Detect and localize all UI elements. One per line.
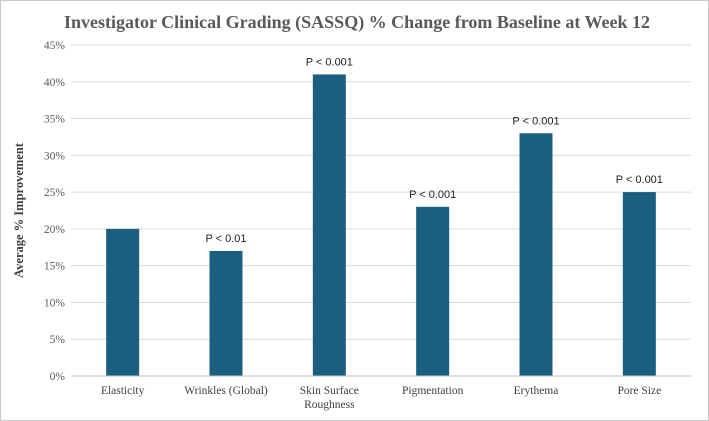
y-tick-label: 25%	[44, 187, 66, 199]
p-value-label: P < 0.001	[306, 56, 353, 68]
bars	[106, 74, 656, 376]
y-tick-label: 5%	[50, 334, 66, 346]
p-value-label: P < 0.001	[616, 174, 663, 186]
gridlines	[71, 44, 691, 340]
y-axis-label: Average % Improvement	[12, 142, 26, 278]
y-tick-label: 35%	[44, 114, 66, 126]
x-tick-label: Pigmentation	[402, 385, 464, 397]
p-value-annotations: P < 0.01 P < 0.001 P < 0.001 P < 0.001 P < 0…	[205, 56, 662, 245]
y-tick-label: 10%	[44, 297, 66, 309]
y-tick-label: 40%	[44, 77, 66, 89]
bar	[312, 74, 346, 376]
x-tick-label: Wrinkles (Global)	[184, 385, 268, 397]
y-tick-label: 15%	[44, 261, 66, 273]
x-tick-label: Elasticity	[101, 385, 145, 397]
p-value-label: P < 0.001	[512, 115, 559, 127]
p-value-label: P < 0.01	[205, 233, 246, 245]
x-axis-ticks: Elasticity Wrinkles (Global) Skin Surface R…	[101, 385, 661, 411]
x-tick-label: Pore Size	[617, 385, 661, 397]
p-value-label: P < 0.001	[409, 189, 456, 201]
bar	[106, 228, 140, 376]
bar	[519, 133, 553, 376]
y-tick-label: 45%	[44, 40, 66, 52]
chart-title: Investigator Clinical Grading (SASSQ) % …	[64, 12, 650, 33]
bar	[416, 206, 450, 376]
bar	[209, 250, 243, 376]
y-tick-label: 20%	[44, 224, 66, 236]
y-axis-ticks: 0% 5% 10% 15% 20% 25% 30% 35% 40% 45%	[44, 40, 66, 383]
x-tick-label: Erythema	[514, 385, 559, 397]
y-tick-label: 30%	[44, 150, 66, 162]
y-tick-label: 0%	[50, 371, 66, 383]
bar	[622, 192, 656, 376]
x-tick-label: Skin Surface Roughness	[300, 385, 359, 411]
